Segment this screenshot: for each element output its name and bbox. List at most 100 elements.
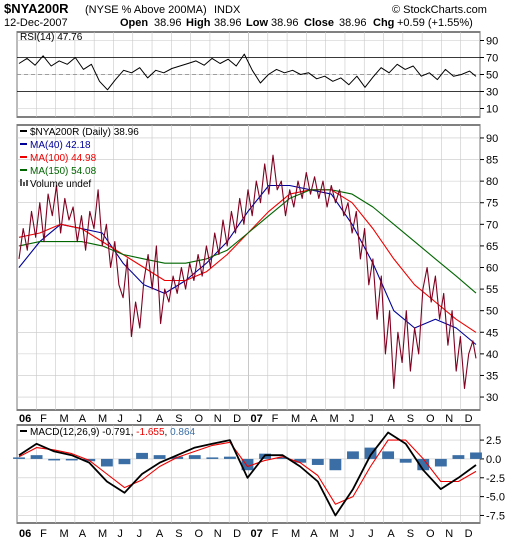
month-label: A [310, 413, 318, 425]
rsi-legend: RSI(14) 47.76 [20, 32, 83, 43]
month-label: O [426, 413, 435, 425]
y-tick-label: -2.5 [486, 473, 505, 485]
month-label: F [272, 528, 279, 540]
y-tick-label: -7.5 [486, 510, 505, 522]
close-label: Close [304, 17, 334, 29]
month-label: S [175, 528, 182, 540]
month-label: D [465, 528, 473, 540]
month-label: N [214, 413, 222, 425]
y-tick-label: 30 [486, 87, 498, 99]
macd-histogram-bar [100, 458, 113, 467]
macd-panel: 2.5 0.0 -2.5 -5.0 -7.5 [13, 424, 505, 524]
legend-ma40: MA(40) 42.18 [30, 140, 91, 151]
macd-histogram-bar [206, 457, 219, 459]
month-label: A [79, 413, 87, 425]
month-label: A [387, 528, 395, 540]
open-label: Open [120, 17, 148, 29]
month-label: M [98, 528, 107, 540]
macd-histogram-bar [153, 455, 166, 459]
y-tick-label: 2.5 [486, 435, 501, 447]
month-label: J [349, 413, 355, 425]
y-tick-label: 65 [486, 241, 498, 253]
ma40-line [18, 184, 477, 345]
year-label: 07 [251, 413, 263, 425]
y-tick-label: 85 [486, 155, 498, 167]
close-value: 38.96 [339, 17, 367, 29]
y-tick-label: 30 [486, 392, 498, 404]
year-label: 07 [251, 528, 263, 540]
high-value: 38.96 [214, 17, 242, 29]
month-label: J [117, 528, 123, 540]
month-label: D [233, 528, 241, 540]
month-label: A [156, 528, 164, 540]
month-label: M [330, 528, 339, 540]
y-tick-label: 10 [486, 104, 498, 116]
rsi-line [18, 53, 477, 91]
open-value: 38.96 [154, 17, 182, 29]
macd-histogram-bar [30, 455, 43, 459]
y-tick-label: 0.0 [486, 454, 501, 466]
exchange: INDX [214, 4, 241, 16]
y-tick-label: 80 [486, 176, 498, 188]
y-tick-label: 70 [486, 53, 498, 65]
month-axis-upper: 06 F M A M J J A S O N D 07 F M A M J J A S O N D [19, 413, 473, 425]
date: 12-Dec-2007 [4, 17, 68, 29]
rsi-panel: 90 70 50 30 10 [16, 31, 498, 118]
low-label: Low [246, 17, 268, 29]
macd-histogram-bar [364, 447, 377, 459]
month-label: S [407, 413, 414, 425]
price-legend: $NYA200R (Daily) 38.96 MA(40) 42.18 MA(1… [20, 127, 139, 190]
month-label: J [368, 528, 374, 540]
legend-volume: Volume undef [30, 179, 91, 190]
macd-histogram-bar [48, 458, 61, 461]
y-tick-label: 90 [486, 133, 498, 145]
legend-swatch-ma40 [20, 143, 27, 145]
macd-legend: MACD(12,26,9) -0.791, -1.655, 0.864 [20, 427, 196, 438]
y-tick-label: -5.0 [486, 492, 505, 504]
macd-histogram-bar [382, 451, 395, 459]
month-label: F [40, 528, 47, 540]
month-label: M [291, 413, 300, 425]
month-label: A [310, 528, 318, 540]
high-label: High [186, 17, 211, 29]
month-label: J [368, 413, 374, 425]
macd-histogram-bar [118, 458, 131, 465]
month-label: N [214, 528, 222, 540]
copyright: © StockCharts.com [392, 4, 487, 16]
legend-swatch-ma150 [20, 169, 27, 171]
legend-swatch-price [20, 130, 27, 132]
month-label: O [194, 528, 203, 540]
macd-histogram-bar [136, 452, 148, 459]
month-label: F [40, 413, 47, 425]
legend-swatch-macd [20, 430, 27, 432]
macd-histogram-bar [311, 458, 324, 465]
month-label: A [156, 413, 164, 425]
month-label: J [137, 413, 143, 425]
month-label: D [233, 413, 241, 425]
macd-histogram-bar [434, 458, 447, 467]
month-label: A [387, 413, 395, 425]
year-label: 06 [19, 528, 31, 540]
month-label: M [291, 528, 300, 540]
chg-label: Chg [373, 17, 394, 29]
macd-histogram-bar [13, 457, 25, 459]
macd-histogram-bar [417, 458, 430, 471]
month-label: N [445, 413, 453, 425]
macd-histogram-bar [329, 458, 342, 471]
month-label: O [426, 528, 435, 540]
macd-histogram-bar [65, 458, 78, 461]
y-tick-label: 45 [486, 327, 498, 339]
legend-swatch-volume [20, 179, 22, 186]
y-tick-label: 55 [486, 284, 498, 296]
price-panel: 90 85 80 75 70 65 60 55 50 45 40 35 30 [16, 124, 498, 411]
month-label: M [98, 413, 107, 425]
macd-histogram-bar [399, 458, 412, 463]
symbol: $NYA200R [4, 1, 69, 16]
macd-histogram-bar [452, 455, 465, 459]
legend-ma100: MA(100) 44.98 [30, 153, 97, 164]
month-label: S [175, 413, 182, 425]
month-label: J [117, 413, 123, 425]
y-tick-label: 40 [486, 349, 498, 361]
legend-ma150: MA(150) 54.08 [30, 166, 97, 177]
low-value: 38.96 [271, 17, 299, 29]
